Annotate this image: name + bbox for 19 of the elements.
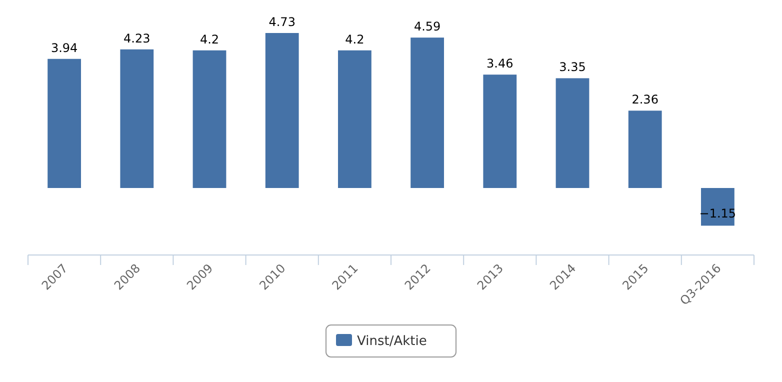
data-label: 3.35 [559, 60, 586, 74]
data-label: 3.94 [50, 40, 78, 55]
bar [556, 78, 590, 188]
bar [192, 50, 226, 188]
bar [338, 50, 372, 188]
bar [628, 110, 662, 188]
bar [265, 33, 299, 188]
bar [48, 58, 81, 188]
data-label: 4.23 [124, 31, 150, 46]
data-label: 3.46 [486, 56, 514, 71]
data-label: 4.73 [268, 15, 296, 29]
bar [410, 38, 444, 188]
data-label: 4.59 [414, 20, 441, 34]
data-label: 4.2 [200, 32, 220, 46]
data-label: 2.36 [632, 92, 658, 107]
bar [120, 49, 154, 188]
legend-label: Vinst/Aktie [357, 334, 427, 349]
data-label: 4.2 [345, 32, 364, 46]
bar [483, 74, 517, 188]
